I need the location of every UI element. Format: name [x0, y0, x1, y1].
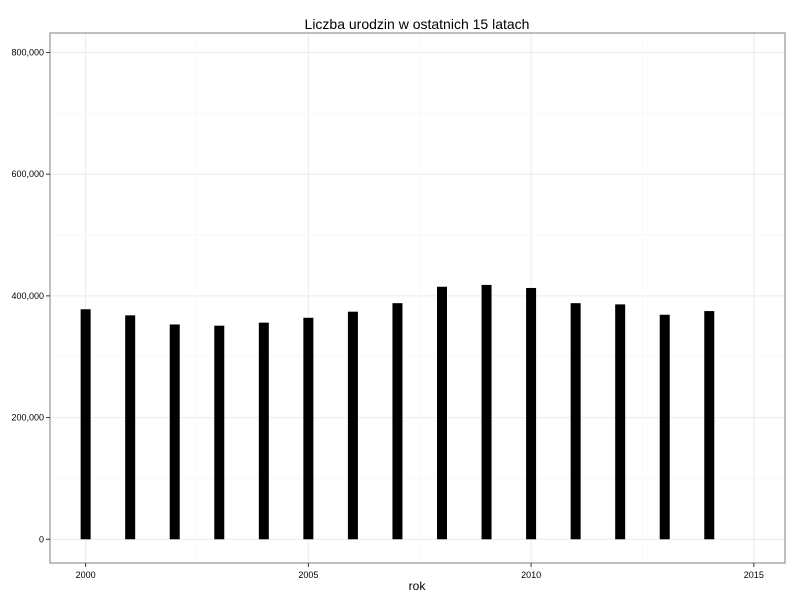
bar-2005 [303, 317, 314, 540]
bars [80, 284, 715, 540]
bar-2003 [214, 325, 225, 540]
y-tick-label: 400,000 [11, 291, 44, 301]
bar-2013 [659, 314, 670, 540]
bar-2008 [437, 286, 447, 540]
bar-2006 [347, 311, 358, 540]
axis-ticks: 0 200,000 400,000 600,000 800,000 2000 2005 201… [11, 47, 763, 580]
x-axis-label: rok [409, 579, 427, 593]
x-tick-label: 2005 [298, 570, 318, 580]
x-tick-label: 2000 [76, 570, 96, 580]
bar-2010 [526, 287, 537, 540]
bar-2007 [392, 303, 403, 540]
bar-2009 [481, 284, 492, 540]
grid [50, 33, 785, 563]
x-tick-label: 2010 [521, 570, 541, 580]
y-tick-label: 600,000 [11, 169, 44, 179]
chart-title: Liczba urodzin w ostatnich 15 latach [305, 16, 530, 32]
bar-2002 [169, 324, 180, 540]
bar-2004 [258, 322, 269, 540]
y-tick-label: 800,000 [11, 47, 44, 57]
y-tick-label: 200,000 [11, 413, 44, 423]
bar-2000 [80, 309, 91, 540]
bar-2011 [570, 303, 581, 540]
bar-2012 [615, 304, 626, 540]
y-tick-label: 0 [39, 534, 44, 544]
plot-panel [49, 32, 786, 564]
bar-2014 [704, 311, 715, 540]
x-tick-label: 2015 [744, 570, 764, 580]
bar-2001 [125, 315, 136, 540]
